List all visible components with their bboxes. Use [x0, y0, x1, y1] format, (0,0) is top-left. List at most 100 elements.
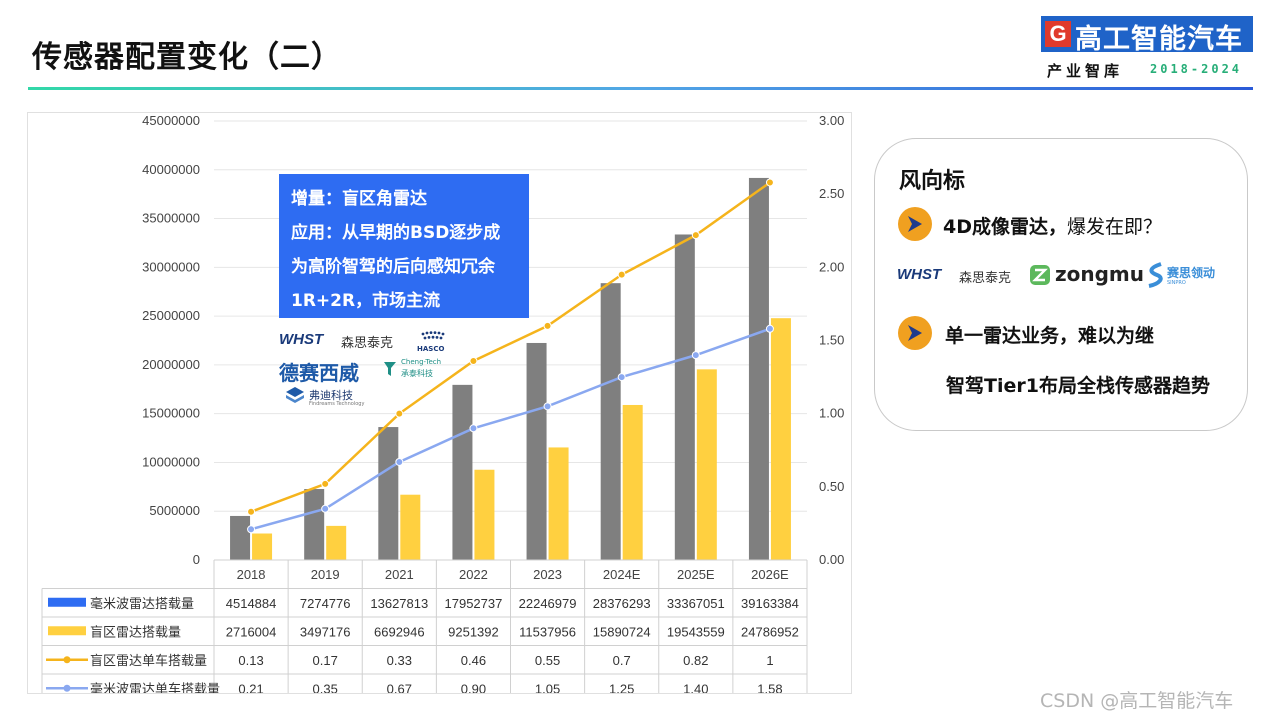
- line-point: [543, 321, 552, 330]
- vendor-logos: WHST 森思泰克 HASCO 德赛西威 Cheng-Tech 承泰科技 弗迪科…: [279, 328, 459, 412]
- bar: [474, 469, 495, 560]
- legend-label: 毫米波雷达单车搭载量: [90, 681, 220, 693]
- whst-logo-cn: 森思泰克: [341, 336, 394, 351]
- bar: [622, 404, 643, 560]
- data-label: 0.17: [313, 653, 338, 668]
- data-label: 22246979: [519, 596, 577, 611]
- data-label: 9251392: [448, 624, 499, 639]
- y2-tick-label: 0.50: [819, 479, 844, 494]
- x-tick-label: 2019: [311, 567, 340, 582]
- y-tick-label: 40000000: [142, 162, 200, 177]
- legend-label: 盲区雷达搭载量: [90, 624, 181, 639]
- fudi-logo-cn: 弗迪科技: [309, 389, 353, 402]
- data-label: 4514884: [226, 596, 277, 611]
- line-point: [765, 324, 774, 333]
- callout-line: 为高阶智驾的后向感知冗余: [291, 257, 495, 277]
- data-label: 7274776: [300, 596, 351, 611]
- line-point: [617, 270, 626, 279]
- series-line: [250, 181, 771, 513]
- combo-chart: 0 5000000 10000000 15000000 20000000 25000000…: [41, 113, 844, 693]
- data-label: 1.58: [757, 681, 782, 693]
- line-point: [543, 402, 552, 411]
- data-label: 33367051: [667, 596, 725, 611]
- data-label: 0.35: [313, 681, 338, 693]
- callout-box: 增量：盲区角雷达 应用：从早期的BSD逐步成 为高阶智驾的后向感知冗余 1R+2…: [279, 174, 529, 318]
- callout-line: 应用：从早期的BSD逐步成: [291, 223, 501, 243]
- y2-tick-label: 2.00: [819, 259, 844, 274]
- legend-swatch: [48, 626, 86, 636]
- line-point: [247, 507, 256, 516]
- zongmu-logo: zongmu: [1055, 262, 1145, 286]
- panel-item-radar-business: 单一雷达业务，难以为继: [945, 325, 1155, 347]
- zongmu-icon: [1029, 264, 1051, 286]
- y-tick-label: 15000000: [142, 406, 200, 421]
- panel-title: 风向标: [899, 169, 966, 194]
- line-point: [321, 479, 330, 488]
- bar: [748, 177, 769, 560]
- data-label: 11537956: [519, 624, 576, 639]
- panel-vendor-logos: WHST 森思泰克 zongmu 赛思领动 SINPRO: [897, 262, 1227, 292]
- y2-tick-label: 1.00: [819, 406, 844, 421]
- panel-whst-logo: WHST: [897, 266, 942, 283]
- y2-tick-label: 1.50: [819, 333, 844, 348]
- y-tick-label: 45000000: [142, 113, 200, 128]
- line-point: [321, 504, 330, 513]
- data-label: 0.7: [613, 653, 631, 668]
- y2-tick-label: 3.00: [819, 113, 844, 128]
- data-label: 0.46: [461, 653, 486, 668]
- arrow-right-icon: [898, 316, 932, 350]
- data-label: 3497176: [300, 624, 351, 639]
- bar: [696, 369, 717, 560]
- bar: [326, 525, 347, 560]
- callout-line: 1R+2R，市场主流: [291, 291, 441, 311]
- x-tick-label: 2018: [237, 567, 266, 582]
- y-tick-label: 0: [193, 552, 200, 567]
- y-tick-label: 30000000: [142, 259, 200, 274]
- bar: [252, 533, 273, 560]
- y-tick-label: 20000000: [142, 357, 200, 372]
- y-tick-label: 25000000: [142, 308, 200, 323]
- x-tick-label: 2021: [385, 567, 414, 582]
- callout-line: 增量：盲区角雷达: [291, 189, 427, 209]
- line-point: [469, 356, 478, 365]
- legend-marker: [63, 656, 71, 664]
- whst-logo: WHST: [279, 331, 324, 348]
- panel-item-tier1-trend: 智驾Tier1布局全栈传感器趋势: [946, 375, 1210, 397]
- data-label: 17952737: [445, 596, 503, 611]
- hasco-icon: [417, 329, 449, 345]
- brand-logo: G 高工智能汽车: [1041, 16, 1253, 55]
- bar: [770, 318, 791, 560]
- data-label: 19543559: [667, 624, 725, 639]
- data-label: 15890724: [593, 624, 651, 639]
- legend-marker: [63, 684, 71, 692]
- line-point: [617, 373, 626, 382]
- bar: [400, 494, 421, 560]
- panel-item-4d-radar: 4D成像雷达，爆发在即？: [943, 212, 1162, 239]
- legend-swatch: [48, 597, 86, 607]
- watermark: CSDN @高工智能汽车: [1040, 690, 1234, 712]
- data-label: 0.82: [683, 653, 708, 668]
- legend-label: 毫米波雷达搭载量: [90, 596, 194, 611]
- bar: [526, 342, 547, 560]
- data-label: 1.25: [609, 681, 634, 693]
- sinpro-icon: [1145, 262, 1165, 288]
- data-label: 0.55: [535, 653, 560, 668]
- bar: [674, 234, 695, 560]
- bar: [304, 489, 325, 560]
- brand-name: 高工智能汽车: [1075, 24, 1243, 55]
- data-label: 0.90: [461, 681, 486, 693]
- y-tick-label: 10000000: [142, 454, 200, 469]
- x-tick-label: 2025E: [677, 567, 715, 582]
- brand-years: 2018-2024: [1150, 62, 1243, 76]
- brand-subtitle: 产业智库: [1047, 62, 1124, 80]
- data-label: 0.13: [238, 653, 263, 668]
- brand-mark-icon: G: [1045, 21, 1071, 47]
- y2-tick-label: 2.50: [819, 186, 844, 201]
- chengtech-icon: [383, 361, 397, 377]
- bar: [452, 384, 473, 560]
- data-label: 6692946: [374, 624, 425, 639]
- data-label: 1.05: [535, 681, 560, 693]
- y-tick-label: 35000000: [142, 211, 200, 226]
- data-label: 0.67: [387, 681, 412, 693]
- y2-tick-label: 0.00: [819, 552, 844, 567]
